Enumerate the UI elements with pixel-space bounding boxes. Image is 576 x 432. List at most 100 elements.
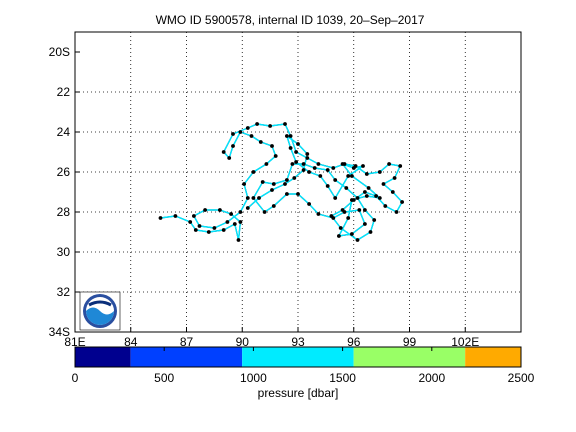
profile-point: [238, 210, 243, 214]
colorbar-ticks: 0 500 1000 1500 2000 2500: [72, 347, 535, 385]
profile-point: [318, 174, 323, 178]
profile-point: [221, 228, 226, 232]
colorbar-bin: [465, 347, 521, 367]
profile-point: [390, 190, 395, 194]
profile-point: [333, 178, 338, 182]
profile-point: [294, 150, 298, 154]
lon-tick-label: 87: [180, 335, 194, 349]
profile-point: [268, 124, 272, 128]
profile-point: [340, 162, 345, 166]
profile-point: [377, 196, 382, 200]
profile-point: [288, 134, 293, 138]
lat-tick-label: 20S: [49, 45, 70, 59]
profile-point: [188, 220, 193, 224]
profile-point: [264, 162, 269, 166]
lon-tick-label: 102E: [451, 335, 479, 349]
lon-tick-label: 81E: [64, 335, 85, 349]
profile-point: [344, 186, 349, 190]
longitude-ticks: 81E 84 87 90 93 96 99 102E: [64, 327, 479, 349]
lon-tick-label: 90: [236, 335, 250, 349]
profile-point: [372, 218, 377, 222]
profile-point: [242, 182, 247, 186]
profile-point: [273, 154, 278, 158]
profile-point: [227, 156, 232, 160]
profile-point: [368, 230, 373, 234]
profile-point: [342, 210, 347, 214]
profile-point: [355, 196, 360, 200]
map-panel: 20S 22 24 26 28 30 32 34S 81E 84 87 90 93 96 99 102E: [49, 31, 522, 349]
profile-point: [285, 134, 289, 138]
map-frame: [74, 31, 522, 333]
profile-point: [301, 168, 306, 172]
colorbar-tick-label: 1500: [329, 371, 356, 385]
colorbar-bin: [353, 347, 466, 367]
profile-point: [257, 196, 261, 200]
colorbar-tick-label: 0: [72, 371, 79, 385]
profile-point: [206, 230, 211, 234]
profile-point: [325, 168, 330, 172]
profile-point: [350, 174, 354, 178]
profile-point: [361, 164, 365, 168]
profile-point: [251, 196, 256, 200]
profile-point: [363, 222, 367, 226]
profile-point: [283, 182, 287, 186]
colorbar-bin: [130, 347, 243, 367]
profile-point: [381, 182, 386, 186]
profile-point: [316, 212, 321, 216]
colorbar-bins: [75, 347, 521, 367]
profile-point: [212, 226, 217, 230]
profile-point: [249, 134, 254, 138]
profile-point: [305, 156, 310, 160]
lon-tick-label: 96: [347, 335, 361, 349]
profile-point: [305, 152, 310, 156]
profile-point: [270, 144, 274, 148]
float-track: [158, 122, 404, 242]
profile-point: [197, 224, 202, 228]
profile-point: [363, 190, 367, 194]
profile-point: [231, 132, 235, 136]
profile-point: [271, 204, 276, 208]
lat-tick-label: 24: [57, 125, 71, 139]
profile-point: [294, 160, 298, 164]
colorbar-tick-label: 500: [154, 371, 174, 385]
noaa-logo: [79, 291, 121, 331]
colorbar-frame: [74, 346, 522, 368]
profile-point: [364, 194, 369, 198]
profile-point: [346, 216, 351, 220]
profile-point: [285, 178, 289, 182]
profile-point: [307, 202, 311, 206]
profile-point: [307, 170, 311, 174]
lon-tick-label: 93: [291, 335, 305, 349]
lat-tick-label: 22: [57, 85, 71, 99]
lon-tick-label: 99: [403, 335, 417, 349]
profile-point: [350, 232, 354, 236]
profile-point: [355, 238, 360, 242]
profile-point: [350, 198, 354, 202]
profile-point: [192, 214, 196, 218]
profile-point: [238, 130, 243, 134]
profile-point: [312, 166, 317, 170]
profile-point: [221, 150, 226, 154]
profile-point: [331, 166, 336, 170]
lat-tick-label: 34S: [49, 325, 70, 339]
colorbar-bin: [242, 347, 354, 367]
profile-point: [296, 192, 300, 196]
profile-point: [262, 210, 267, 214]
colorbar-tick-label: 1000: [240, 371, 267, 385]
profile-point: [338, 226, 343, 230]
profile-point: [398, 164, 403, 168]
profile-point: [255, 122, 259, 126]
latitude-ticks: 20S 22 24 26 28 30 32 34S: [49, 45, 80, 339]
profile-point: [366, 186, 371, 190]
profile-point: [283, 122, 287, 126]
profile-point: [394, 210, 399, 214]
profile-point: [346, 174, 351, 178]
profile-point: [245, 206, 250, 210]
profile-point: [392, 176, 397, 180]
map-title: WMO ID 5900578, internal ID 1039, 20–Sep…: [156, 13, 425, 27]
colorbar-tick-label: 2500: [508, 371, 535, 385]
profile-point: [363, 208, 367, 212]
profile-point: [193, 228, 198, 232]
colorbar: 0 500 1000 1500 2000 2500 pressure [dbar]: [72, 346, 535, 400]
profile-point: [251, 170, 256, 174]
